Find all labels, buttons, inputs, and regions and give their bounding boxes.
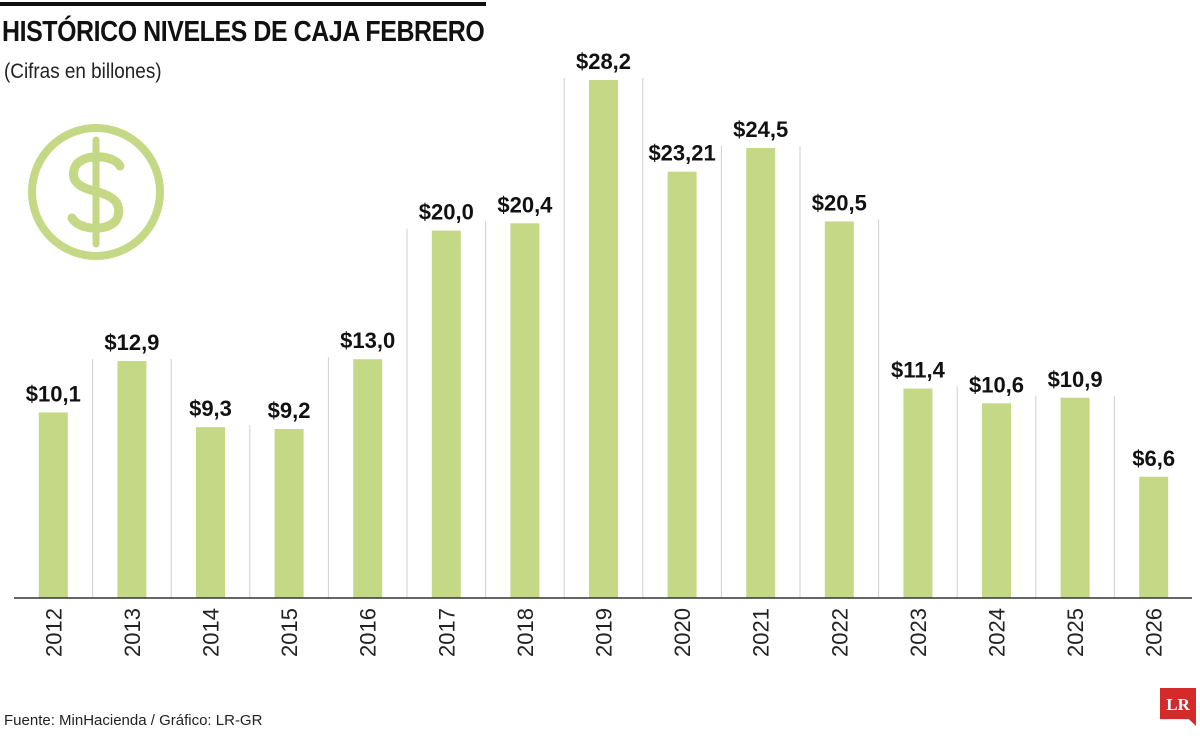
data-label-2018: $20,4 (497, 192, 553, 217)
bar-2025 (1060, 397, 1090, 598)
tick-label-2015: 2015 (277, 608, 302, 657)
tick-label-2013: 2013 (120, 608, 145, 657)
data-label-2026: $6,6 (1132, 446, 1175, 471)
bar-2017 (431, 230, 461, 598)
data-label-2021: $24,5 (733, 117, 788, 142)
bar-2012 (38, 412, 68, 598)
dollar-icon (28, 124, 164, 260)
tick-label-2018: 2018 (513, 608, 538, 657)
tick-label-2017: 2017 (434, 608, 459, 657)
title-rule (0, 2, 486, 6)
bar-2014 (196, 427, 225, 598)
data-label-2013: $12,9 (104, 330, 159, 355)
data-label-2014: $9,3 (189, 396, 232, 421)
bar-2013 (117, 361, 147, 598)
bar-2018 (510, 223, 540, 598)
tick-label-2016: 2016 (356, 608, 381, 657)
bar-2021 (746, 147, 776, 598)
tick-label-2024: 2024 (985, 608, 1010, 657)
x-tick-labels: 2012 2013 2014 2015 2016 2017 2018 2019 2020 2021… (41, 608, 1166, 657)
tick-label-2023: 2023 (906, 608, 931, 657)
tick-label-2025: 2025 (1063, 608, 1088, 657)
data-label-2019: $28,2 (576, 49, 631, 74)
data-label-2017: $20,0 (419, 200, 474, 225)
data-label-2016: $13,0 (340, 328, 395, 353)
data-label-2024: $10,6 (969, 372, 1024, 397)
tick-label-2019: 2019 (592, 608, 617, 657)
data-label-2023: $11,4 (891, 358, 946, 383)
lr-logo: LR (1160, 688, 1196, 726)
chart-subtitle: (Cifras en billones) (4, 60, 162, 83)
column-separators (92, 78, 1115, 598)
bar-2016 (353, 359, 383, 598)
data-label-2022: $20,5 (812, 190, 867, 215)
bar-2022 (824, 221, 854, 599)
source-note: Fuente: MinHacienda / Gráfico: LR-GR (4, 712, 263, 729)
tick-label-2020: 2020 (670, 608, 695, 657)
bars (38, 80, 1169, 599)
data-label-2025: $10,9 (1048, 367, 1103, 392)
tick-label-2021: 2021 (749, 608, 774, 657)
bar-2023 (903, 388, 933, 598)
chart-title: HISTÓRICO NIVELES DE CAJA FEBRERO (2, 16, 485, 48)
tick-label-2026: 2026 (1142, 608, 1167, 657)
tick-label-2022: 2022 (827, 608, 852, 657)
data-label-2020: $23,21 (648, 141, 715, 166)
bar-2024 (982, 403, 1011, 598)
bar-chart: $10,1 $12,9 $9,3 $9,2 $13,0 $20,0 $20,4 $28,2 $2… (14, 49, 1192, 657)
bar-2020 (667, 171, 697, 598)
tick-label-2012: 2012 (41, 608, 66, 657)
data-label-2012: $10,1 (26, 381, 81, 406)
bar-2026 (1139, 476, 1169, 598)
bar-2015 (274, 429, 304, 598)
data-labels: $10,1 $12,9 $9,3 $9,2 $13,0 $20,0 $20,4 $28,2 $2… (26, 49, 1175, 471)
data-label-2015: $9,2 (268, 398, 311, 423)
tick-label-2014: 2014 (199, 608, 224, 657)
bar-2019 (589, 80, 618, 598)
